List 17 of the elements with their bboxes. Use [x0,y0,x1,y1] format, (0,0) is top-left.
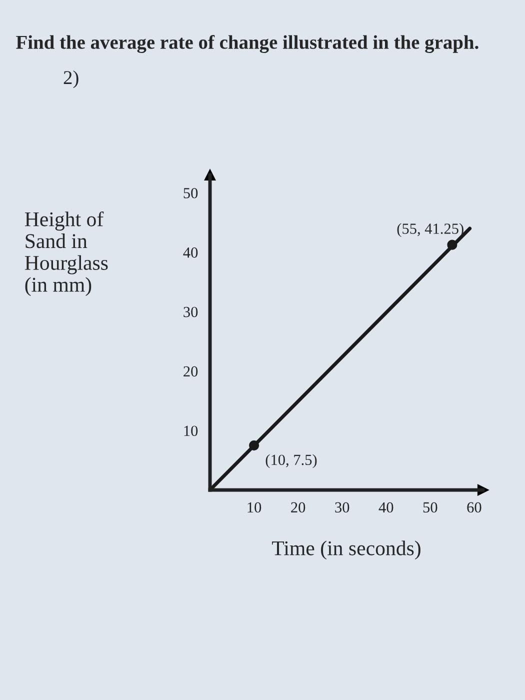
y-tick-label: 40 [183,247,198,258]
y-tick-label: 30 [184,306,198,318]
x-tick-label: 40 [378,502,394,513]
annotation: (10, 7.5) [266,454,317,468]
x-axis-title: Time (in seconds) [272,540,420,560]
annotation: (55, 41.25) [397,223,464,237]
chart-title: Find the average rate of change illustrated in the graph. [16,35,478,53]
x-tick-label: 20 [291,502,306,513]
y-axis-title: Height of Sand in Hourglass (in mm) [24,211,108,296]
x-tick-label: 60 [467,502,482,513]
y-tick-label: 50 [184,188,198,198]
y-tick-label: 10 [184,426,198,436]
x-tick-label: 50 [423,502,438,513]
text: 2) [64,70,78,88]
x-tick-label: 10 [248,502,262,513]
y-tick-label: 20 [184,366,198,377]
x-tick-label: 30 [335,502,350,513]
